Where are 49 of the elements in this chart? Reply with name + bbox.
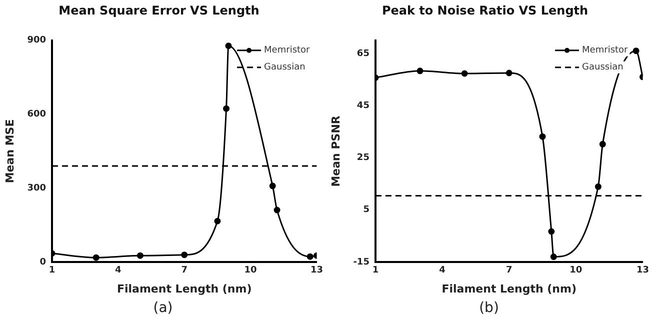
- x-tick-label: 7: [506, 266, 512, 276]
- point: [461, 70, 468, 77]
- text: (a): [152, 300, 174, 316]
- point: [306, 253, 314, 260]
- point: [506, 70, 512, 76]
- point: [539, 133, 546, 140]
- chart-title: Mean Square Error VS Length: [58, 3, 260, 18]
- y-tick-label: 600: [27, 110, 46, 120]
- legend-label: Gaussian: [582, 62, 624, 73]
- x-axis-title: Filament Length (nm): [116, 282, 252, 296]
- point: [223, 105, 230, 112]
- x-tick-label: 7: [181, 266, 188, 276]
- y-tick-label: 0: [40, 257, 46, 268]
- point: [214, 218, 221, 224]
- x-tick-label: 1: [48, 266, 56, 276]
- point: [550, 254, 557, 260]
- point: [416, 68, 424, 74]
- point: [225, 42, 232, 50]
- point: [548, 228, 555, 235]
- y-axis-title: Mean MSE: [3, 119, 16, 184]
- chart-title: Peak to Noise Ratio VS Length: [382, 3, 588, 18]
- x-axis-title: Filament Length (nm): [442, 282, 576, 296]
- y-tick-label: -15: [353, 257, 370, 268]
- point: [274, 206, 280, 214]
- x-tick-label: 10: [244, 266, 257, 276]
- y-tick-label: 45: [356, 100, 370, 111]
- x-tick-label: 10: [570, 266, 582, 276]
- legend-label: Gaussian: [264, 62, 306, 73]
- y-tick-label: 65: [356, 48, 370, 59]
- x-tick-label: 13: [310, 266, 324, 276]
- text: (b): [478, 300, 500, 316]
- legend-label: Memristor: [582, 46, 628, 56]
- point: [269, 182, 276, 190]
- x-tick-label: 1: [372, 266, 379, 276]
- x-tick-label: 13: [636, 266, 650, 276]
- legend-label: Memristor: [264, 46, 310, 56]
- y-axis-title: Mean PSNR: [329, 115, 342, 187]
- point: [92, 254, 100, 261]
- point: [594, 183, 602, 190]
- y-tick-label: 300: [27, 183, 46, 194]
- point: [136, 252, 144, 259]
- y-tick-label: 25: [356, 153, 370, 164]
- point: [632, 48, 640, 54]
- y-tick-label: 5: [363, 205, 370, 216]
- point: [599, 140, 606, 148]
- y-tick-label: 900: [27, 36, 46, 46]
- point: [181, 252, 188, 258]
- x-tick-label: 4: [115, 266, 122, 276]
- x-tick-label: 4: [439, 266, 446, 276]
